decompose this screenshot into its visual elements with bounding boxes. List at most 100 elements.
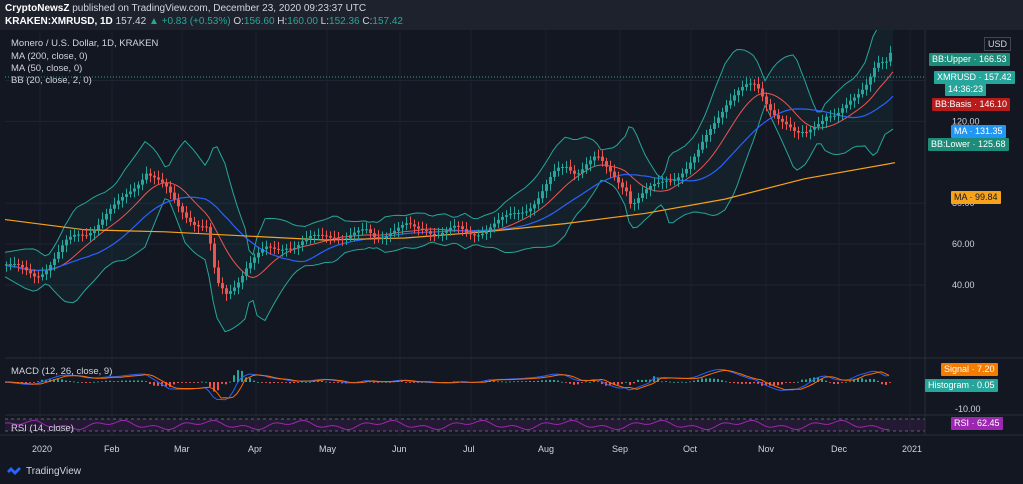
macd-histogram-bar [145, 381, 147, 382]
candle-body [665, 180, 668, 182]
candle-body [261, 249, 264, 253]
candle-body [481, 233, 484, 236]
macd-histogram-bar [233, 375, 235, 382]
macd-histogram-bar [821, 378, 823, 382]
candle-body [465, 229, 468, 233]
open-label: O: [233, 16, 244, 27]
rsi-band [5, 419, 925, 431]
macd-histogram-bar [285, 382, 287, 383]
macd-histogram-bar [509, 381, 511, 383]
candle-body [805, 131, 808, 133]
candle-body [413, 224, 416, 227]
candle-body [9, 263, 12, 265]
candle-body [781, 118, 784, 122]
candle-body [577, 173, 580, 175]
macd-histogram-bar [593, 380, 595, 382]
candle-body [857, 94, 860, 98]
rsi-legend[interactable]: RSI (14, close) [11, 423, 74, 434]
macd-histogram-bar [165, 382, 167, 387]
macd-histogram-bar [705, 378, 707, 382]
candle-body [785, 121, 788, 125]
candle-body [845, 104, 848, 109]
candle-body [313, 234, 316, 236]
candle-body [569, 166, 572, 171]
macd-histogram-bar [545, 380, 547, 382]
macd-histogram-bar [737, 382, 739, 384]
candle-body [753, 83, 756, 85]
ma200-line [4, 162, 896, 241]
macd-histogram-bar [133, 380, 135, 382]
macd-histogram-bar [521, 381, 523, 383]
macd-line [4, 368, 890, 401]
candle-body [653, 184, 656, 187]
last-price: 157.42 [115, 16, 147, 27]
candle-body [745, 84, 748, 87]
macd-histogram-bar [61, 379, 63, 382]
candle-body [645, 189, 648, 194]
macd-histogram-bar [149, 382, 151, 385]
macd-histogram-bar [69, 381, 71, 382]
candle-body [417, 226, 420, 229]
macd-histogram-bar [529, 380, 531, 382]
macd-histogram-bar [873, 379, 875, 382]
macd-histogram-bar [617, 382, 619, 385]
macd-histogram-bar [525, 381, 527, 383]
macd-histogram-bar [189, 382, 191, 383]
candle-body [541, 191, 544, 199]
macd-histogram-bar [197, 382, 199, 383]
price-chart[interactable]: 140.00120.0080.0060.0040.002020FebMarApr… [0, 30, 1023, 460]
candle-body [873, 67, 876, 77]
macd-histogram-bar [733, 382, 735, 384]
tradingview-logo[interactable]: TradingView [6, 465, 81, 477]
candle-body [433, 233, 436, 236]
candle-body [241, 275, 244, 283]
macd-histogram-bar [681, 381, 683, 383]
candle-body [489, 227, 492, 232]
candle-body [617, 177, 620, 183]
macd-histogram-bar [101, 381, 103, 383]
publisher-name: CryptoNewsZ [5, 3, 70, 14]
candle-body [337, 238, 340, 240]
candle-body [353, 232, 356, 236]
macd-histogram-bar [861, 378, 863, 382]
candle-body [401, 225, 404, 228]
macd-histogram-bar [749, 382, 751, 385]
candle-body [561, 167, 564, 169]
macd-histogram-bar [825, 380, 827, 382]
macd-histogram-bar [785, 382, 787, 383]
macd-histogram-bar [613, 382, 615, 385]
macd-histogram-bar [401, 381, 403, 383]
candle-body [741, 86, 744, 91]
macd-histogram-bar [73, 381, 75, 383]
macd-histogram-bar [129, 380, 131, 382]
ma50-legend[interactable]: MA (50, close, 0) [11, 63, 83, 74]
macd-histogram-bar [569, 382, 571, 384]
candle-body [705, 134, 708, 142]
macd-histogram-bar [325, 381, 327, 383]
currency-badge[interactable]: USD [984, 37, 1012, 51]
ohlc-info: KRAKEN:XMRUSD, 1D 157.42 ▲ +0.83 (+0.53%… [5, 16, 403, 27]
macd-histogram-bar [721, 380, 723, 382]
candle-body [217, 267, 220, 284]
x-tick-label: Mar [174, 444, 190, 454]
ma50-tag: MA · 131.35 [951, 125, 1006, 138]
macd-histogram-bar [57, 379, 59, 382]
macd-histogram-bar [29, 382, 31, 383]
candle-body [121, 196, 124, 201]
bb-legend[interactable]: BB (20, close, 2, 0) [11, 75, 92, 86]
candle-body [381, 237, 384, 239]
candle-body [357, 230, 360, 233]
macd-histogram-bar [777, 382, 779, 386]
ma200-legend[interactable]: MA (200, close, 0) [11, 51, 88, 62]
macd-histogram-bar [297, 382, 299, 383]
tradingview-label: TradingView [26, 465, 82, 477]
candle-body [341, 238, 344, 240]
macd-histogram-bar [241, 370, 243, 382]
candle-body [109, 208, 112, 214]
macd-legend[interactable]: MACD (12, 26, close, 9) [11, 366, 113, 377]
close-value: 157.42 [372, 16, 403, 27]
candle-body [509, 213, 512, 216]
candle-body [637, 197, 640, 204]
candle-body [37, 276, 40, 278]
macd-histogram-bar [33, 382, 35, 383]
